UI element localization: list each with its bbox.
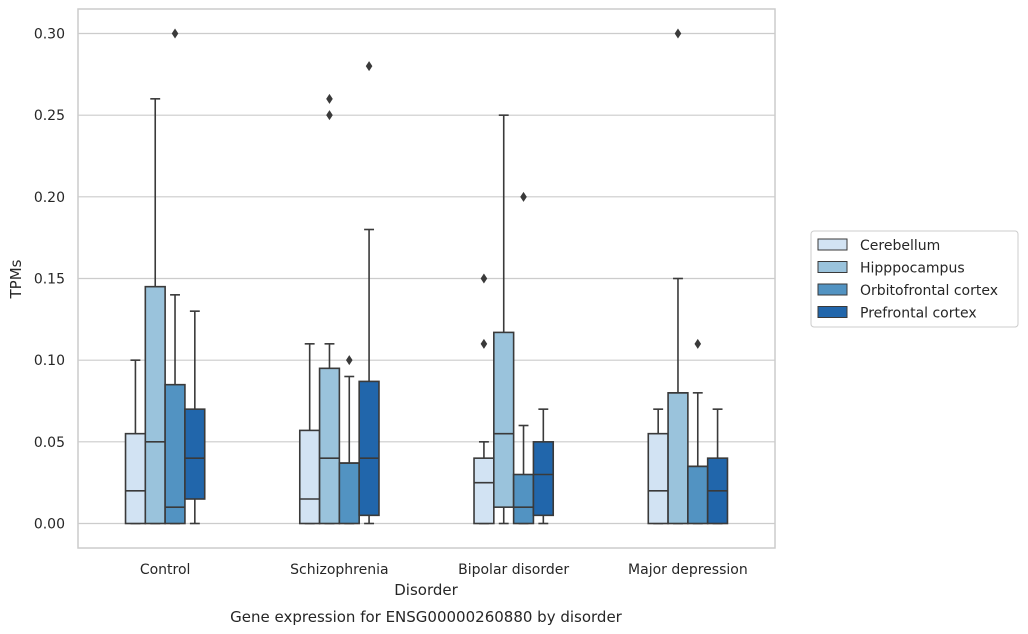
outlier-point <box>520 191 527 202</box>
box <box>298 429 321 525</box>
box <box>512 473 535 525</box>
box <box>144 285 166 525</box>
box-series-prefrontal-cortex <box>184 61 729 525</box>
legend-swatch <box>817 283 848 296</box>
box <box>124 432 147 525</box>
box <box>164 383 186 525</box>
box <box>318 367 341 525</box>
box-series-orbitofrontal-cortex <box>164 28 709 525</box>
legend-label: Cerebellum <box>860 238 940 254</box>
x-tick-label: Major depression <box>628 562 748 578</box>
legend-swatch <box>817 306 848 318</box>
chart-caption: Gene expression for ENSG00000260880 by d… <box>230 608 623 626</box>
outlier-point <box>345 355 353 366</box>
legend: Cerebellum Hipppocampus Orbitofrontal cort… <box>810 230 1019 328</box>
x-axis-label: Disorder <box>394 581 458 599</box>
y-axis: 0.00 0.05 0.10 0.15 0.20 0.25 0.30 <box>34 27 65 533</box>
x-tick-label: Control <box>140 562 191 578</box>
box <box>667 392 689 525</box>
box-series-cerebellum <box>124 273 669 525</box>
box <box>473 457 495 525</box>
x-tick-label: Schizophrenia <box>290 562 388 578</box>
box <box>647 432 669 525</box>
box <box>687 465 709 525</box>
y-tick-label: 0.30 <box>34 27 65 43</box>
box <box>338 462 360 525</box>
legend-swatch <box>817 238 848 251</box>
y-tick-label: 0.15 <box>34 272 65 288</box>
y-tick-label: 0.25 <box>34 108 65 124</box>
box <box>493 331 515 508</box>
legend-box <box>810 230 1019 328</box>
outlier-point <box>480 273 488 284</box>
y-tick-label: 0.10 <box>34 353 65 369</box>
outlier-point <box>326 93 333 104</box>
legend-label: Hipppocampus <box>860 261 965 277</box>
outlier-point <box>326 110 333 121</box>
y-tick-label: 0.00 <box>34 517 65 533</box>
y-tick-label: 0.20 <box>34 190 65 206</box>
outlier-point <box>694 338 702 349</box>
legend-label: Orbitofrontal cortex <box>860 283 998 299</box>
legend-label: Prefrontal cortex <box>860 306 977 322</box>
outlier-point <box>365 61 373 72</box>
box <box>532 441 555 517</box>
box-series <box>124 28 729 525</box>
box <box>184 408 206 500</box>
outlier-point <box>171 28 179 39</box>
plot-frame <box>77 8 776 549</box>
outlier-point <box>674 28 682 39</box>
y-tick-label: 0.05 <box>34 435 65 451</box>
x-tick-label: Bipolar disorder <box>458 562 569 578</box>
x-axis: Control Schizophrenia Bipolar disorder Majo… <box>140 562 748 578</box>
legend-swatch <box>817 261 848 273</box>
box <box>358 380 380 517</box>
outlier-point <box>480 338 488 349</box>
box-series-hipppocampus <box>144 28 689 525</box>
y-axis-label: TPMs <box>7 259 25 299</box>
